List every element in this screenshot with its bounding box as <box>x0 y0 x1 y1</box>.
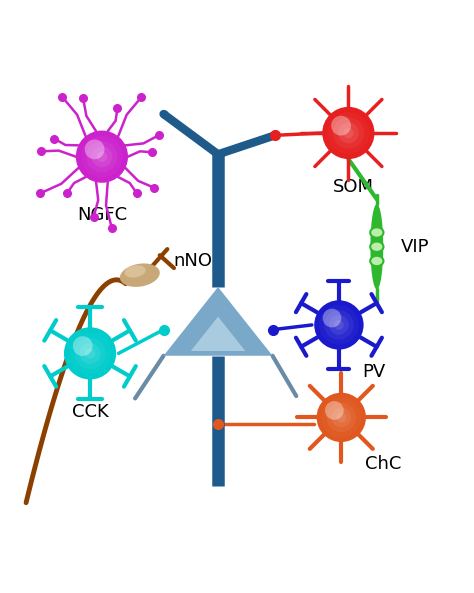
Circle shape <box>333 117 364 149</box>
Circle shape <box>337 413 346 422</box>
Circle shape <box>314 300 364 350</box>
Circle shape <box>327 403 356 432</box>
Circle shape <box>325 401 344 420</box>
Text: ChC: ChC <box>365 455 401 473</box>
Circle shape <box>85 139 104 160</box>
Text: SOM: SOM <box>333 178 374 196</box>
Circle shape <box>323 309 341 327</box>
Circle shape <box>322 107 374 159</box>
Circle shape <box>338 123 359 144</box>
Ellipse shape <box>125 265 146 278</box>
Text: VIP: VIP <box>401 238 429 256</box>
Circle shape <box>86 141 118 173</box>
Circle shape <box>64 327 116 380</box>
Text: NGFC: NGFC <box>77 206 127 224</box>
Circle shape <box>74 338 106 369</box>
Circle shape <box>76 130 128 183</box>
Circle shape <box>317 393 366 442</box>
Circle shape <box>329 315 349 335</box>
Circle shape <box>80 343 100 364</box>
Ellipse shape <box>370 227 383 238</box>
Circle shape <box>334 320 344 330</box>
Text: PV: PV <box>363 363 386 381</box>
Circle shape <box>321 398 361 437</box>
Ellipse shape <box>120 263 160 287</box>
Ellipse shape <box>370 256 383 266</box>
Circle shape <box>64 327 116 380</box>
Circle shape <box>69 333 111 374</box>
Text: CCK: CCK <box>72 403 109 421</box>
Circle shape <box>322 107 374 159</box>
Circle shape <box>328 112 369 154</box>
Ellipse shape <box>371 204 383 289</box>
Text: nNOS: nNOS <box>173 252 223 270</box>
Circle shape <box>81 136 123 177</box>
Circle shape <box>331 116 351 136</box>
Polygon shape <box>191 317 246 351</box>
Circle shape <box>76 130 128 183</box>
Polygon shape <box>164 287 273 356</box>
Circle shape <box>85 348 95 359</box>
Circle shape <box>324 310 354 340</box>
Circle shape <box>331 407 351 427</box>
Circle shape <box>317 393 366 442</box>
Circle shape <box>91 146 112 167</box>
Circle shape <box>343 127 354 138</box>
Circle shape <box>314 300 364 350</box>
Circle shape <box>97 151 107 162</box>
Ellipse shape <box>370 241 383 252</box>
Circle shape <box>319 305 359 345</box>
Circle shape <box>73 336 92 356</box>
